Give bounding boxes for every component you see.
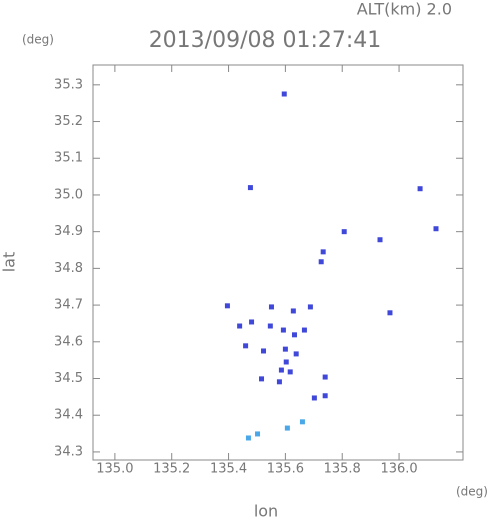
- x-axis-label: lon: [254, 502, 278, 521]
- echo-point: [301, 327, 307, 333]
- y-tick-label: 34.4: [54, 408, 83, 423]
- echo-point: [299, 419, 305, 425]
- echo-point: [293, 351, 299, 357]
- echo-point: [320, 249, 326, 255]
- x-tick-label: 135.0: [96, 462, 133, 477]
- echo-point: [278, 367, 284, 373]
- y-tick-label: 34.9: [54, 224, 83, 239]
- y-tick-label: 34.8: [54, 261, 83, 276]
- echo-point: [224, 303, 230, 309]
- echo-point: [284, 425, 290, 431]
- echo-point: [290, 308, 296, 314]
- echo-point: [247, 185, 253, 191]
- echo-point: [318, 259, 324, 265]
- chart-title: 2013/09/08 01:27:41: [149, 28, 382, 53]
- y-unit: (deg): [22, 33, 54, 47]
- x-tick-label: 135.6: [267, 462, 304, 477]
- y-tick-label: 35.1: [54, 151, 83, 166]
- plot-frame: [92, 64, 464, 461]
- echo-point: [433, 226, 439, 232]
- echo-point: [287, 369, 293, 375]
- echo-point: [276, 379, 282, 385]
- echo-point: [291, 332, 297, 338]
- altitude-label: ALT(km) 2.0: [357, 0, 452, 19]
- y-tick-label: 34.5: [54, 371, 83, 386]
- echo-point: [283, 359, 289, 365]
- echo-point: [307, 304, 313, 310]
- echo-point: [322, 374, 328, 380]
- echo-point: [267, 323, 273, 329]
- x-tick-label: 136.0: [380, 462, 417, 477]
- echo-point: [417, 186, 423, 192]
- echo-point: [311, 395, 317, 401]
- y-tick-label: 34.6: [54, 334, 83, 349]
- echo-point: [377, 237, 383, 243]
- echo-point: [268, 304, 274, 310]
- echo-point: [237, 323, 243, 329]
- echo-point: [387, 310, 393, 316]
- echo-point: [249, 319, 255, 325]
- x-tick-label: 135.8: [324, 462, 361, 477]
- x-tick-label: 135.2: [153, 462, 190, 477]
- echo-point: [255, 431, 261, 437]
- echo-point: [281, 91, 287, 97]
- echo-point: [322, 393, 328, 399]
- echo-point: [259, 376, 265, 382]
- y-tick-label: 34.3: [54, 444, 83, 459]
- x-unit: (deg): [456, 485, 488, 499]
- echo-point: [341, 229, 347, 235]
- y-tick-label: 34.7: [54, 298, 83, 313]
- echo-point: [245, 435, 251, 441]
- y-tick-label: 35.0: [54, 187, 83, 202]
- x-tick-label: 135.4: [210, 462, 247, 477]
- echo-point: [282, 346, 288, 352]
- echo-point: [243, 343, 249, 349]
- y-tick-label: 35.3: [54, 77, 83, 92]
- y-tick-label: 35.2: [54, 114, 83, 129]
- y-axis-label: lat: [0, 252, 19, 273]
- echo-point: [280, 327, 286, 333]
- echo-point: [261, 348, 267, 354]
